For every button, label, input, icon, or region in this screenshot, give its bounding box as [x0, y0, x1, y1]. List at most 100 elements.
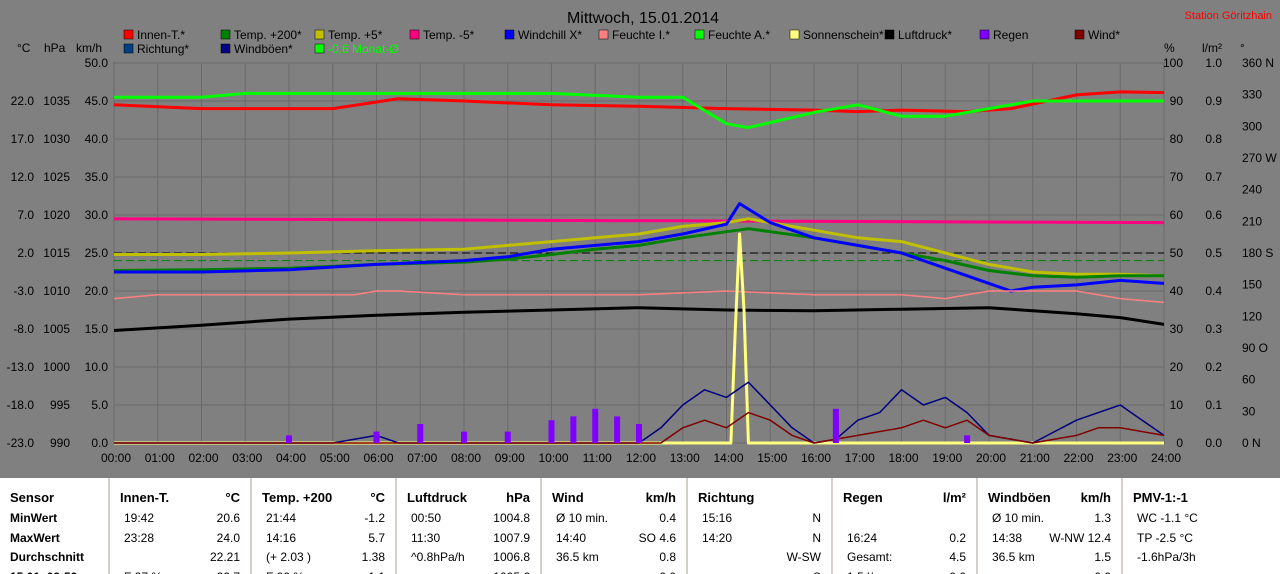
- x-tick-label: 19:00: [932, 451, 962, 465]
- rain-tick-label: 0.2: [1205, 360, 1222, 374]
- stats-cell-value: 1005.6: [493, 570, 530, 574]
- stats-cell-time: 19:42: [124, 511, 155, 525]
- series-wind: [114, 411, 1165, 444]
- stats-row-label: 15.01. 09:59: [10, 570, 77, 574]
- stats-column: PMV-1:-1 WC -1.1 °C TP -2.5 °C -1.6hPa/3h: [1123, 478, 1280, 574]
- stats-cell-time: 36.5 km: [992, 550, 1035, 564]
- stats-cell-value: N: [812, 530, 821, 545]
- legend-swatch: [504, 29, 515, 40]
- series-regen-bar: [832, 408, 839, 443]
- x-tick-label: 02:00: [188, 451, 218, 465]
- stats-column-unit: km/h: [645, 490, 676, 505]
- humidity-tick-label: 60: [1170, 208, 1184, 222]
- stats-cell-time: 16:24: [847, 530, 878, 545]
- direction-tick-label: 270 W: [1242, 151, 1277, 165]
- series-windchill-x: [114, 202, 1165, 293]
- pressure-tick-label: 995: [50, 398, 70, 412]
- stats-cell-time: 14:38: [992, 530, 1023, 545]
- stats-cell-value: S: [813, 570, 821, 574]
- x-tick-label: 13:00: [670, 451, 700, 465]
- series-regen-bar: [592, 408, 599, 443]
- wind-tick-label: 30.0: [85, 208, 109, 222]
- stats-cell-time: 14:16: [266, 530, 297, 545]
- humidity-tick-label: 70: [1170, 170, 1184, 184]
- wind-tick-label: 0.0: [91, 436, 108, 450]
- stats-cell-time: ^0.8hPa/h: [411, 550, 465, 564]
- stats-cell-time: Ø 10 min.: [556, 511, 609, 525]
- direction-tick-label: 0 N: [1242, 436, 1261, 450]
- legend-swatch: [123, 43, 134, 54]
- stats-cell-value: 1006.8: [493, 550, 530, 564]
- wind-tick-label: 10.0: [85, 360, 109, 374]
- x-tick-label: 08:00: [451, 451, 481, 465]
- pressure-tick-label: 990: [50, 436, 70, 450]
- stats-cell-time: TP -2.5 °C: [1137, 530, 1193, 545]
- unit-rain-label: l/m²: [1202, 41, 1222, 55]
- stats-cell-value: 1.5: [1094, 550, 1111, 564]
- stats-column-title: Windböen: [988, 490, 1051, 505]
- x-tick-label: 16:00: [801, 451, 831, 465]
- direction-tick-label: 330: [1242, 88, 1262, 102]
- stats-cell-time: WC -1.1 °C: [1137, 511, 1198, 525]
- statistics-panel: Sensor MinWert MaxWert Durchschnitt 15.01. 0…: [0, 478, 1280, 574]
- legend-swatch: [314, 29, 325, 40]
- stats-cell-value: 20.6: [216, 511, 240, 525]
- stats-column-title: Sensor: [10, 490, 55, 505]
- legend-label: Regen: [993, 28, 1028, 42]
- stats-cell-value: SO 4.6: [638, 530, 676, 545]
- pressure-tick-label: 1005: [43, 322, 70, 336]
- stats-cell-value: 22.21: [209, 550, 240, 564]
- stats-cell-time: 21:44: [266, 511, 297, 525]
- x-tick-label: 12:00: [626, 451, 656, 465]
- legend-label: Windböen*: [234, 42, 293, 56]
- stats-column-title: Wind: [552, 490, 584, 505]
- stats-cell-value: 22.7: [217, 570, 240, 574]
- stats-cell-value: 0.4: [659, 511, 676, 525]
- temp-tick-label: -3.0: [13, 284, 34, 298]
- series-regen-bar: [636, 424, 642, 443]
- direction-tick-label: 360 N: [1242, 56, 1274, 70]
- x-tick-label: 03:00: [232, 451, 262, 465]
- x-tick-label: 09:00: [495, 451, 525, 465]
- pressure-tick-label: 1035: [43, 94, 70, 108]
- pressure-tick-label: 1020: [43, 208, 70, 222]
- direction-tick-label: 60: [1242, 373, 1256, 387]
- humidity-tick-label: 0: [1176, 436, 1183, 450]
- stats-row-label: Durchschnitt: [10, 550, 85, 564]
- legend-swatch: [220, 29, 231, 40]
- pressure-tick-label: 1000: [43, 360, 70, 374]
- stats-cell-value: 0.8: [659, 550, 676, 564]
- series-regen-bar: [461, 431, 467, 443]
- series-regen-bar: [504, 431, 511, 443]
- wind-tick-label: 5.0: [91, 398, 108, 412]
- pressure-tick-label: 1015: [43, 246, 70, 260]
- direction-tick-label: 30: [1242, 404, 1256, 418]
- humidity-tick-label: 40: [1170, 284, 1184, 298]
- chart-legend: Innen-T.* Temp. +200* Temp. +5* Temp. -5* Wi…: [123, 28, 1120, 56]
- stats-cell-value: -1.2: [364, 511, 385, 525]
- stats-cell-value: 0.0: [659, 570, 676, 574]
- series-regen-bar: [417, 424, 424, 443]
- series-regen-bar: [964, 435, 971, 443]
- stats-cell-time: 15:16: [702, 511, 733, 525]
- legend-swatch: [314, 43, 325, 54]
- legend-swatch: [409, 29, 420, 40]
- series-regen-bar: [548, 420, 555, 443]
- temp-tick-label: -13.0: [7, 360, 35, 374]
- stats-cell-value: 0.0: [949, 570, 966, 574]
- stats-column: Innen-T. °C 19:42 20.6 23:28 24.0 22.21 F 27.% 2…: [110, 478, 250, 574]
- weather-chart: Mittwoch, 15.01.2014 Station Göritzhain …: [6, 10, 1278, 465]
- rain-tick-label: 0.9: [1205, 94, 1222, 108]
- series-regen-bar: [570, 416, 577, 443]
- chart-title: Mittwoch, 15.01.2014: [567, 10, 719, 27]
- humidity-tick-label: 100: [1163, 56, 1183, 70]
- legend-swatch: [884, 29, 895, 40]
- stats-cell-time: Gesamt:: [847, 550, 893, 564]
- temp-tick-label: -18.0: [7, 398, 35, 412]
- direction-tick-label: 180 S: [1242, 246, 1273, 260]
- legend-label: Feuchte I.*: [612, 28, 670, 42]
- wind-tick-label: 25.0: [85, 246, 109, 260]
- x-tick-label: 14:00: [713, 451, 743, 465]
- stats-column-title: PMV-1:-1: [1133, 490, 1188, 505]
- temp-tick-label: -8.0: [13, 322, 34, 336]
